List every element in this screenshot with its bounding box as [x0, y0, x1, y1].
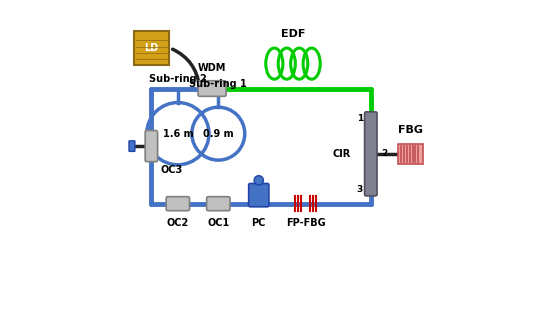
FancyBboxPatch shape [198, 81, 226, 96]
Text: OC1: OC1 [207, 218, 229, 228]
FancyBboxPatch shape [134, 31, 169, 65]
Text: CIR: CIR [333, 149, 350, 159]
Text: 3: 3 [357, 185, 363, 194]
Text: 1: 1 [357, 114, 363, 123]
Text: WDM: WDM [198, 63, 227, 73]
Text: FP-FBG: FP-FBG [286, 218, 325, 228]
Text: OC2: OC2 [167, 218, 189, 228]
FancyBboxPatch shape [398, 144, 423, 164]
Text: 1.6 m: 1.6 m [162, 129, 193, 139]
Text: OC3: OC3 [161, 165, 183, 175]
Text: FBG: FBG [398, 125, 423, 135]
FancyBboxPatch shape [364, 112, 377, 196]
Text: 2: 2 [382, 149, 388, 158]
Text: Sub-ring 1: Sub-ring 1 [189, 78, 247, 89]
Text: Sub-ring 2: Sub-ring 2 [149, 74, 206, 84]
Text: PC: PC [252, 218, 266, 228]
Text: LD: LD [145, 43, 158, 53]
Circle shape [254, 176, 263, 185]
FancyBboxPatch shape [145, 131, 157, 162]
FancyBboxPatch shape [206, 197, 230, 211]
FancyBboxPatch shape [129, 141, 135, 151]
FancyBboxPatch shape [166, 197, 190, 211]
FancyBboxPatch shape [249, 183, 269, 207]
Text: EDF: EDF [281, 29, 305, 39]
Text: 0.9 m: 0.9 m [203, 129, 234, 139]
